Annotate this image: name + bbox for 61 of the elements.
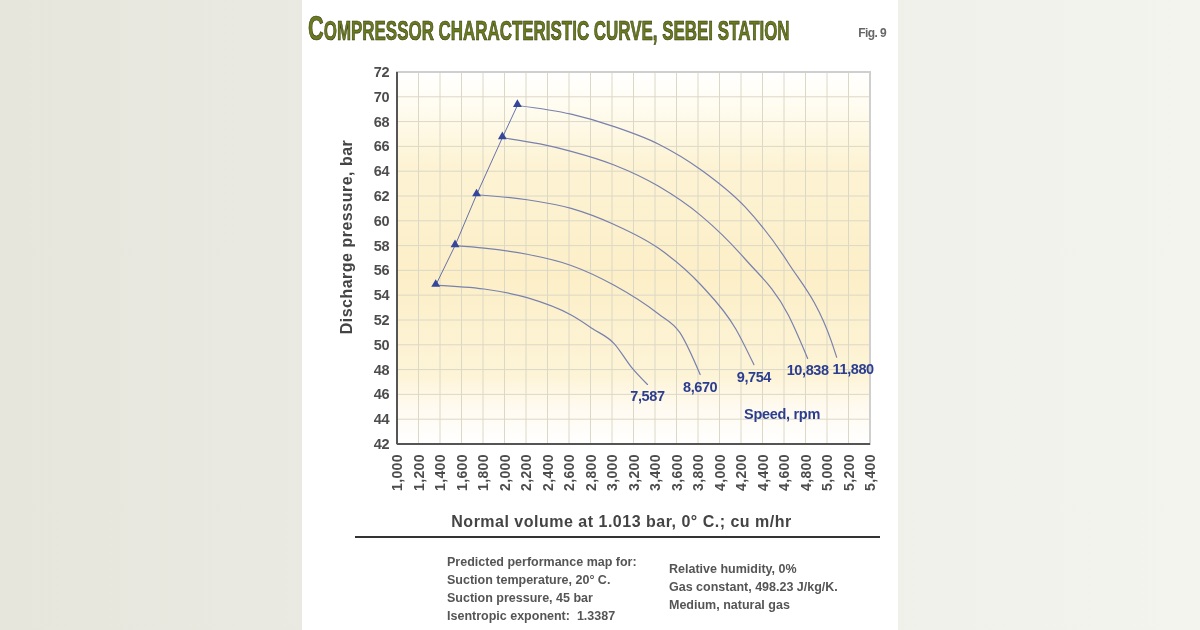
x-tick-label: 1,600: [453, 454, 470, 492]
x-tick-label: 4,800: [797, 454, 814, 492]
x-tick-label: 1,400: [432, 454, 448, 492]
x-tick-label: 4,000: [711, 454, 728, 492]
x-tick-label: 4,400: [754, 454, 771, 492]
text: Relative humidity, 0%: [669, 562, 797, 576]
x-tick-label: 2,200: [518, 454, 534, 492]
x-tick-label: 3,800: [690, 454, 706, 492]
x-axis-title: Normal volume at 1.013 bar, 0° C.; cu m/hr: [451, 513, 792, 530]
y-tick-label: 68: [373, 113, 390, 130]
y-tick-label: 44: [373, 411, 390, 428]
point: [497, 131, 507, 140]
series-label: 9,754: [736, 368, 772, 385]
series-label: 7,587: [630, 388, 665, 405]
x-tick-label: 3,200: [625, 454, 642, 492]
y-tick-label: 56: [373, 262, 390, 279]
text: Isentropic exponent: 1.3387: [447, 609, 616, 623]
chart-title: COMPRESSOR CHARACTERISTIC CURVE, SEBEI STATION: [308, 7, 790, 48]
y-tick-label: 52: [373, 312, 390, 328]
x-tick-label: 3,400: [647, 454, 663, 492]
point: [512, 99, 522, 108]
x-tick-label: 5,200: [840, 454, 857, 492]
series-label: 8,670: [683, 378, 718, 395]
caption: Fig. 9: [858, 26, 887, 40]
x-tick-label: 1,800: [475, 454, 491, 492]
x-tick-label: 5,000: [819, 454, 835, 492]
x-tick-label: 3,000: [604, 454, 620, 492]
text: Gas constant, 498.23 J/kg/K.: [669, 580, 838, 594]
point: [431, 279, 441, 287]
series-label: 11,880: [832, 361, 875, 378]
x-tick-label: 4,600: [776, 454, 792, 492]
x-tick-label: 1,000: [389, 454, 405, 492]
y-tick-label: 60: [373, 212, 390, 229]
point: [472, 188, 481, 197]
x-tick-label: 2,600: [561, 454, 577, 492]
y-tick-label: 48: [373, 361, 390, 378]
y-tick-label: 66: [373, 138, 390, 155]
x-tick-label: 1,200: [410, 454, 427, 492]
x-tick-label: 2,000: [496, 454, 513, 492]
y-tick-label: 64: [373, 163, 390, 180]
y-tick-label: 70: [373, 88, 390, 105]
y-tick-label: 58: [373, 237, 390, 254]
text: Predicted performance map for:: [447, 555, 637, 569]
y-tick-label: 54: [373, 287, 390, 304]
x-tick-label: 2,400: [539, 454, 556, 492]
x-tick-label: 2,800: [582, 454, 599, 492]
text: Suction pressure, 45 bar: [447, 591, 594, 605]
y-axis-title: Discharge pressure, bar: [337, 139, 355, 335]
x-tick-label: 3,600: [668, 454, 685, 492]
text: Medium, natural gas: [669, 598, 790, 612]
text: Suction temperature, 20° C.: [447, 573, 611, 587]
legend-title: Speed, rpm: [744, 406, 820, 423]
point: [450, 239, 460, 248]
y-tick-label: 72: [373, 64, 390, 80]
y-tick-label: 46: [373, 386, 390, 403]
y-tick-label: 62: [373, 188, 390, 204]
series-label: 10,838: [786, 362, 829, 379]
y-tick-label: 42: [373, 436, 390, 452]
x-tick-label: 5,400: [862, 454, 878, 492]
x-tick-label: 4,200: [733, 454, 749, 492]
y-tick-label: 50: [373, 336, 390, 353]
